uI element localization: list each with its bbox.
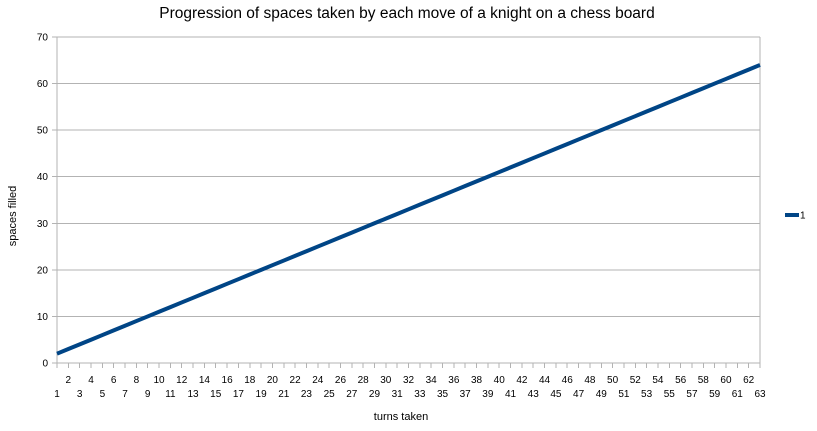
x-axis-title: turns taken bbox=[374, 411, 428, 423]
x-tick-label: 13 bbox=[188, 389, 200, 400]
x-tick-label: 23 bbox=[301, 389, 313, 400]
x-tick-label: 21 bbox=[278, 389, 290, 400]
x-tick-label: 14 bbox=[199, 375, 211, 386]
x-tick-label: 27 bbox=[346, 389, 358, 400]
axes bbox=[52, 36, 761, 368]
x-tick-label: 41 bbox=[505, 389, 517, 400]
gridlines bbox=[57, 36, 760, 364]
x-tick-label: 3 bbox=[77, 389, 83, 400]
x-tick-label: 4 bbox=[88, 375, 94, 386]
x-tick-label: 53 bbox=[641, 389, 653, 400]
x-tick-label: 8 bbox=[134, 375, 140, 386]
series-line bbox=[56, 63, 761, 356]
x-tick-label: 49 bbox=[596, 389, 608, 400]
x-tick-label: 52 bbox=[630, 375, 642, 386]
x-tick-label: 58 bbox=[698, 375, 710, 386]
x-tick-label: 40 bbox=[494, 375, 506, 386]
x-tick-label: 57 bbox=[686, 389, 698, 400]
x-tick-label: 37 bbox=[460, 389, 472, 400]
x-tick-label: 22 bbox=[290, 375, 302, 386]
x-tick-label: 18 bbox=[244, 375, 256, 386]
x-tick-label: 48 bbox=[584, 375, 596, 386]
x-tick-label: 39 bbox=[482, 389, 494, 400]
x-tick-label: 36 bbox=[448, 375, 460, 386]
x-tick-label: 15 bbox=[210, 389, 222, 400]
x-tick-labels: 1234567891011121314151617181920212223242… bbox=[54, 375, 766, 400]
x-tick-label: 61 bbox=[732, 389, 744, 400]
x-tick-label: 5 bbox=[100, 389, 106, 400]
legend-label: 1 bbox=[800, 211, 806, 222]
x-tick-label: 28 bbox=[358, 375, 370, 386]
y-tick-labels: 0 10 20 30 40 50 60 70 bbox=[37, 33, 49, 370]
x-tick-label: 63 bbox=[754, 389, 766, 400]
y-tick-label: 30 bbox=[37, 219, 49, 230]
x-tick-label: 44 bbox=[539, 375, 551, 386]
x-tick-label: 54 bbox=[652, 375, 664, 386]
x-tick-label: 50 bbox=[607, 375, 619, 386]
x-tick-label: 7 bbox=[122, 389, 128, 400]
x-tick-label: 6 bbox=[111, 375, 117, 386]
chart-title: Progression of spaces taken by each move… bbox=[159, 5, 654, 22]
x-tick-label: 9 bbox=[145, 389, 151, 400]
x-tick-label: 33 bbox=[414, 389, 426, 400]
x-tick-label: 46 bbox=[562, 375, 574, 386]
legend: 1 bbox=[785, 211, 806, 222]
x-tick-label: 29 bbox=[369, 389, 381, 400]
x-tick-label: 35 bbox=[437, 389, 449, 400]
x-tick-label: 1 bbox=[54, 389, 60, 400]
x-tick-label: 31 bbox=[392, 389, 404, 400]
x-tick-label: 26 bbox=[335, 375, 347, 386]
x-tick-label: 42 bbox=[516, 375, 528, 386]
x-tick-label: 51 bbox=[618, 389, 630, 400]
y-axis-title: spaces filled bbox=[7, 186, 19, 247]
x-tick-label: 55 bbox=[664, 389, 676, 400]
x-tick-label: 45 bbox=[550, 389, 562, 400]
x-tick-label: 2 bbox=[66, 375, 72, 386]
x-tick-label: 20 bbox=[267, 375, 279, 386]
x-tick-label: 17 bbox=[233, 389, 245, 400]
y-tick-label: 60 bbox=[37, 79, 49, 90]
x-tick-label: 16 bbox=[222, 375, 234, 386]
y-tick-label: 50 bbox=[37, 126, 49, 137]
y-tick-label: 10 bbox=[37, 312, 49, 323]
x-tick-label: 60 bbox=[720, 375, 732, 386]
x-tick-label: 32 bbox=[403, 375, 415, 386]
x-tick-label: 62 bbox=[743, 375, 755, 386]
y-tick-label: 70 bbox=[37, 33, 49, 44]
series-lines bbox=[56, 63, 761, 356]
y-tick-label: 0 bbox=[42, 359, 48, 370]
x-tick-label: 56 bbox=[675, 375, 687, 386]
x-tick-label: 43 bbox=[528, 389, 540, 400]
y-tick-label: 20 bbox=[37, 265, 49, 276]
x-tick-label: 59 bbox=[709, 389, 721, 400]
x-tick-label: 34 bbox=[426, 375, 438, 386]
x-tick-label: 19 bbox=[256, 389, 268, 400]
x-tick-label: 11 bbox=[165, 389, 176, 400]
x-tick-label: 12 bbox=[176, 375, 188, 386]
x-tick-label: 47 bbox=[573, 389, 585, 400]
x-tick-label: 10 bbox=[153, 375, 165, 386]
x-tick-label: 38 bbox=[471, 375, 483, 386]
x-tick-label: 30 bbox=[380, 375, 392, 386]
x-tick-label: 25 bbox=[324, 389, 336, 400]
y-tick-label: 40 bbox=[37, 172, 49, 183]
x-tick-label: 24 bbox=[312, 375, 324, 386]
